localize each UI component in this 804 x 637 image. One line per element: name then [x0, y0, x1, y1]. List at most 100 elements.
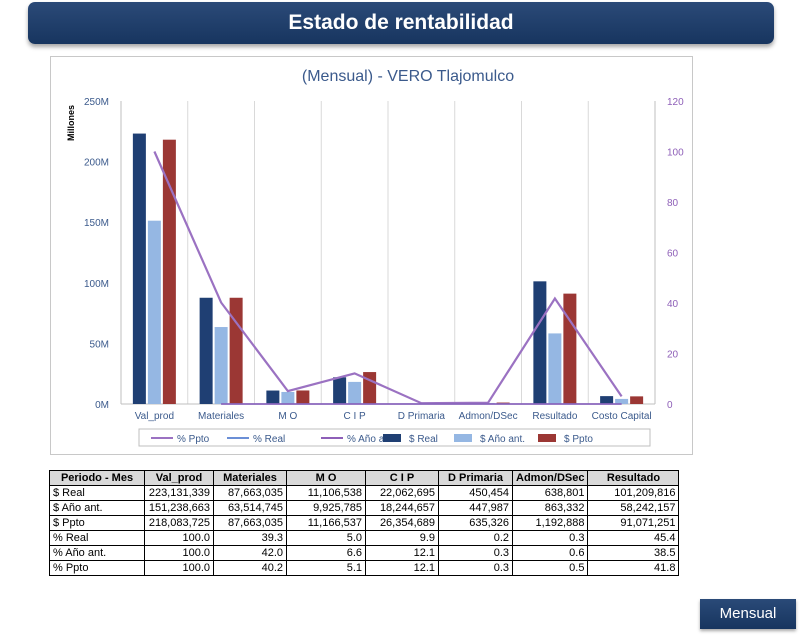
legend-label: $ Año ant.: [480, 434, 525, 445]
y2-tick-label: 20: [667, 350, 679, 361]
x-tick-label: Materiales: [198, 411, 244, 422]
bar: [214, 327, 228, 404]
y2-tick-label: 80: [667, 198, 679, 209]
column-header: Periodo - Mes: [49, 470, 145, 486]
y-tick-label: 100M: [84, 279, 109, 290]
bar: [296, 390, 310, 404]
table-cell: 100.0: [144, 560, 214, 576]
x-tick-label: M O: [278, 411, 297, 422]
legend-label: % Año ant.: [347, 434, 395, 445]
table-cell: 41.8: [587, 560, 680, 576]
table-cell: 22,062,695: [365, 485, 439, 501]
column-header: Resultado: [587, 470, 680, 486]
page-title-banner: Estado de rentabilidad: [28, 2, 774, 44]
table-cell: 863,332: [511, 500, 589, 516]
monthly-button[interactable]: Mensual: [700, 599, 796, 629]
legend-swatch: [383, 434, 401, 442]
bar: [548, 333, 562, 404]
y2-tick-label: 100: [667, 148, 684, 159]
table-cell: 100.0: [144, 545, 214, 561]
bar: [363, 372, 377, 404]
table-cell: 91,071,251: [587, 515, 680, 531]
series-line: [153, 151, 623, 405]
bar: [266, 390, 280, 404]
y-tick-label: 50M: [90, 339, 109, 350]
x-tick-label: D Primaria: [398, 411, 446, 422]
table-cell: 0.5: [511, 560, 589, 576]
bar: [132, 133, 146, 404]
y-tick-label: 250M: [84, 97, 109, 108]
column-header: D Primaria: [438, 470, 513, 486]
chart-panel: (Mensual) - VERO Tlajomulco 0M 50M 100M 150M…: [50, 56, 693, 455]
table-cell: 0.2: [438, 530, 513, 546]
y-tick-label: 0M: [95, 400, 109, 411]
row-label: % Ppto: [49, 560, 145, 576]
table-cell: 6.6: [286, 545, 366, 561]
x-tick-label: Costo Capital: [592, 411, 652, 422]
y2-tick-label: 40: [667, 299, 679, 310]
table-cell: 0.3: [438, 545, 513, 561]
y2-tick-label: 60: [667, 249, 679, 260]
row-label: $ Año ant.: [49, 500, 145, 516]
y2-tick-label: 120: [667, 97, 684, 108]
page-title: Estado de rentabilidad: [288, 11, 514, 34]
x-tick-label: Resultado: [532, 411, 577, 422]
table-cell: 87,663,035: [213, 485, 287, 501]
table-row: % Ppto 100.0 40.2 5.1 12.1 0.3 0.5 41.8: [49, 560, 680, 576]
bar: [162, 139, 176, 404]
table-cell: 45.4: [587, 530, 680, 546]
table-cell: 635,326: [438, 515, 513, 531]
table-cell: 12.1: [365, 560, 439, 576]
column-header: Materiales: [213, 470, 287, 486]
bar: [281, 391, 295, 404]
bar: [229, 297, 243, 404]
y2-tick-label: 0: [667, 400, 673, 411]
bar: [630, 396, 644, 404]
table-cell: 223,131,339: [144, 485, 214, 501]
table-row: $ Año ant. 151,238,663 63,514,745 9,925,785…: [49, 500, 680, 516]
legend-label: % Ppto: [177, 434, 210, 445]
legend-swatch: [538, 434, 556, 442]
table-cell: 5.0: [286, 530, 366, 546]
table-cell: 5.1: [286, 560, 366, 576]
table-cell: 0.3: [438, 560, 513, 576]
bar: [563, 293, 577, 404]
table-row: $ Ppto 218,083,725 87,663,035 11,166,537 26,…: [49, 515, 680, 531]
row-label: % Real: [49, 530, 145, 546]
table-cell: 40.2: [213, 560, 287, 576]
table-cell: 0.6: [511, 545, 589, 561]
table-cell: 38.5: [587, 545, 680, 561]
table-cell: 9,925,785: [286, 500, 366, 516]
column-header: C I P: [365, 470, 439, 486]
table-cell: 26,354,689: [365, 515, 439, 531]
chart-title: (Mensual) - VERO Tlajomulco: [302, 68, 514, 85]
y-tick-label: 200M: [84, 158, 109, 169]
table-cell: 18,244,657: [365, 500, 439, 516]
row-label: % Año ant.: [49, 545, 145, 561]
table-cell: 9.9: [365, 530, 439, 546]
table-cell: 447,987: [438, 500, 513, 516]
y-axis-label: Millones: [66, 105, 76, 141]
table-cell: 42.0: [213, 545, 287, 561]
table-cell: 39.3: [213, 530, 287, 546]
table-row: % Real 100.0 39.3 5.0 9.9 0.2 0.3 45.4: [49, 530, 680, 546]
row-label: $ Real: [49, 485, 145, 501]
bar: [533, 281, 547, 404]
table-cell: 1,192,888: [511, 515, 589, 531]
column-header: Admon/DSec: [511, 470, 589, 486]
table-cell: 11,166,537: [286, 515, 366, 531]
table-cell: 100.0: [144, 530, 214, 546]
table-cell: 58,242,157: [587, 500, 680, 516]
table-cell: 218,083,725: [144, 515, 214, 531]
bar: [615, 398, 629, 404]
table-cell: 638,801: [511, 485, 589, 501]
table-cell: 12.1: [365, 545, 439, 561]
table-cell: 0.3: [511, 530, 589, 546]
table-row: % Año ant. 100.0 42.0 6.6 12.1 0.3 0.6 38.5: [49, 545, 680, 561]
table-cell: 101,209,816: [587, 485, 680, 501]
bar: [600, 396, 614, 404]
table-cell: 87,663,035: [213, 515, 287, 531]
legend-label: $ Ppto: [564, 434, 593, 445]
monthly-button-label: Mensual: [719, 605, 777, 622]
